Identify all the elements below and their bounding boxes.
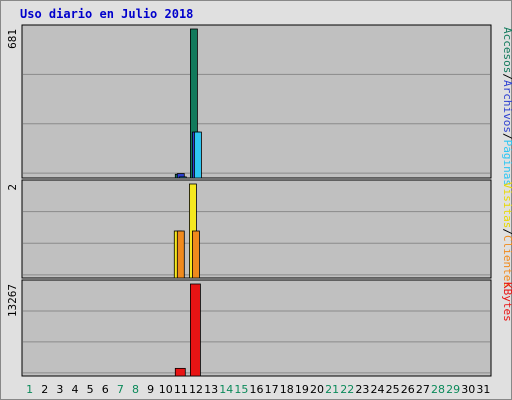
x-tick-label: 17 (265, 383, 279, 396)
legend-entry-visits: Visitas (501, 182, 512, 228)
x-tick-label: 24 (371, 383, 385, 396)
max-label-hits: 681 (6, 29, 19, 49)
legend-entry-visits: / (501, 228, 512, 235)
x-tick-label: 12 (189, 383, 203, 396)
x-tick-label: 27 (416, 383, 430, 396)
x-tick-label: 19 (295, 383, 309, 396)
bar-pginas-12 (194, 131, 202, 179)
x-tick-label: 13 (204, 383, 218, 396)
x-tick-label: 28 (431, 383, 445, 396)
x-tick-label: 29 (446, 383, 460, 396)
legend-entry-hits: Archivos (501, 80, 512, 133)
x-tick-label: 7 (117, 383, 124, 396)
x-tick-label: 23 (355, 383, 369, 396)
x-tick-label: 1 (26, 383, 33, 396)
x-tick-label: 4 (71, 383, 78, 396)
x-tick-label: 10 (159, 383, 173, 396)
bar-clientes-12 (192, 230, 200, 279)
legend-entry-hits: / (501, 73, 512, 80)
legend-kbytes: KBytes (501, 282, 512, 322)
x-tick-label: 16 (250, 383, 264, 396)
x-tick-label: 18 (280, 383, 294, 396)
bar-clientes-11 (176, 230, 185, 279)
chart-title: Uso diario en Julio 2018 (20, 7, 194, 21)
x-tick-label: 26 (401, 383, 415, 396)
plot-area-hits (21, 24, 492, 179)
max-label-visits: 2 (6, 184, 19, 191)
legend-entry-hits: Accesos (501, 27, 512, 73)
x-tick-label: 30 (461, 383, 475, 396)
x-tick-label: 3 (56, 383, 63, 396)
x-tick-label: 25 (386, 383, 400, 396)
bar-kbytes-11 (174, 367, 186, 377)
legend-entry-kbytes: KBytes (501, 282, 512, 322)
x-tick-label: 21 (325, 383, 339, 396)
legend-entry-hits: Páginas (501, 140, 512, 186)
legend-entry-hits: / (501, 133, 512, 140)
plot-area-kbytes (21, 279, 492, 377)
x-tick-label: 31 (476, 383, 490, 396)
x-tick-label: 2 (41, 383, 48, 396)
bar-kbytes-12 (190, 283, 201, 377)
x-tick-label: 6 (102, 383, 109, 396)
x-tick-label: 9 (147, 383, 154, 396)
x-tick-label: 14 (219, 383, 233, 396)
legend-visits: Visitas/Clientes (501, 182, 512, 288)
x-tick-label: 20 (310, 383, 324, 396)
bar-pginas-11 (178, 176, 187, 179)
x-tick-label: 8 (132, 383, 139, 396)
plot-area-visits (21, 179, 492, 279)
x-tick-label: 22 (340, 383, 354, 396)
legend-entry-visits: Clientes (501, 235, 512, 288)
x-tick-label: 15 (234, 383, 248, 396)
max-label-kbytes: 13267 (6, 284, 19, 317)
x-tick-label: 5 (87, 383, 94, 396)
x-tick-label: 11 (174, 383, 188, 396)
legend-hits: Accesos/Archivos/Páginas (501, 27, 512, 186)
